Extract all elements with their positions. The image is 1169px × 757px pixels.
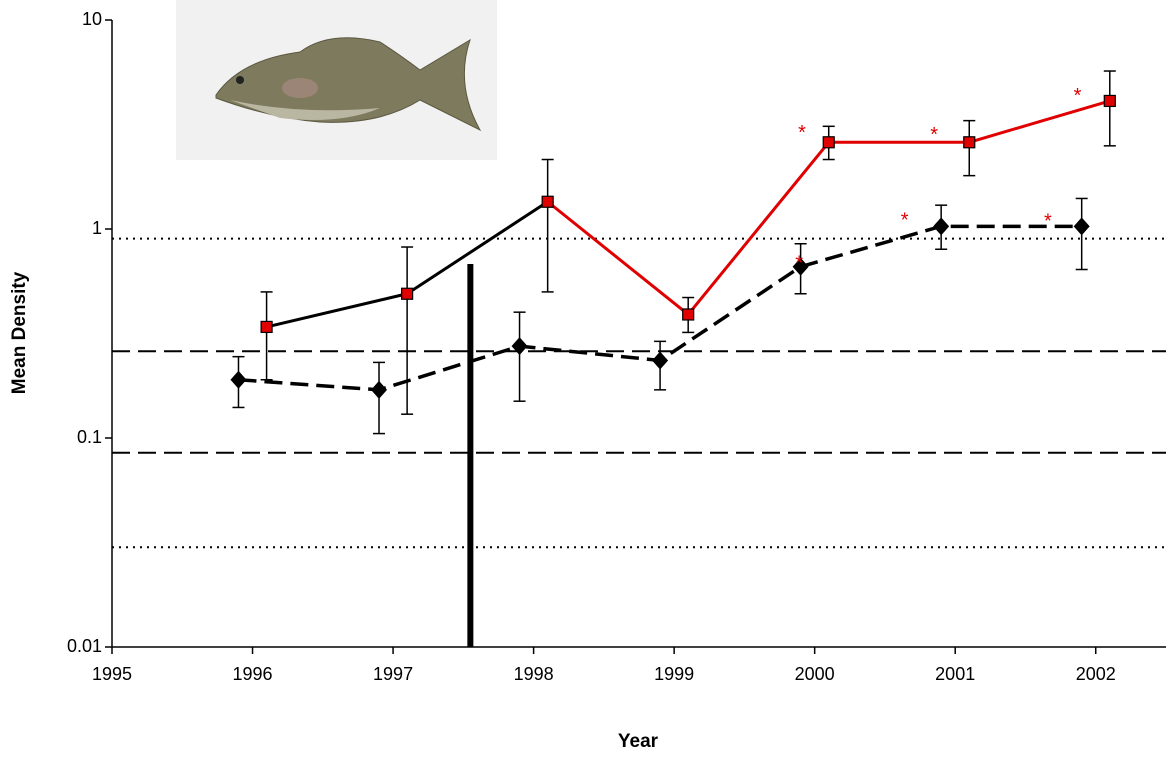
error-bar [260,291,273,381]
marker [401,287,414,300]
marker [1103,94,1116,108]
x-tick-label: 1996 [233,664,273,684]
x-tick-label: 1998 [514,664,554,684]
x-tick-label: 2001 [935,664,975,684]
fish-image [176,0,497,160]
line-segment [406,200,549,296]
y-tick-label: 0.1 [77,427,102,447]
marker [652,351,669,370]
marker [963,136,976,149]
error-bar [541,158,554,293]
marker [822,136,835,149]
y-axis-title: Mean Density [9,271,30,394]
marker [511,337,528,356]
marker [541,195,554,208]
annotation: * [1044,210,1052,232]
x-tick-label: 1995 [92,664,132,684]
line-segment [266,292,408,329]
x-axis-title: Year [618,731,659,752]
annotation: * [795,252,803,274]
annotation: * [798,122,806,144]
error-bar [401,246,414,415]
marker [230,370,247,389]
marker [260,320,273,334]
error-bar [513,311,526,402]
line-segment [687,141,830,316]
marker [933,217,950,236]
y-tick-label: 1 [92,218,102,238]
marker [371,380,388,399]
annotation: * [901,209,909,231]
error-bar [1103,70,1116,147]
y-tick-label: 0.01 [67,636,102,656]
line-segment [546,200,690,316]
line-segment [968,99,1111,144]
marker [1073,217,1090,236]
annotation: * [930,124,938,146]
x-tick-label: 1999 [654,664,694,684]
x-tick-label: 2000 [795,664,835,684]
marker [682,308,695,321]
marker [792,257,809,276]
x-tick-label: 2002 [1076,664,1116,684]
annotation: * [1074,85,1082,107]
x-tick-label: 1997 [373,664,413,684]
y-tick-label: 10 [82,9,102,29]
